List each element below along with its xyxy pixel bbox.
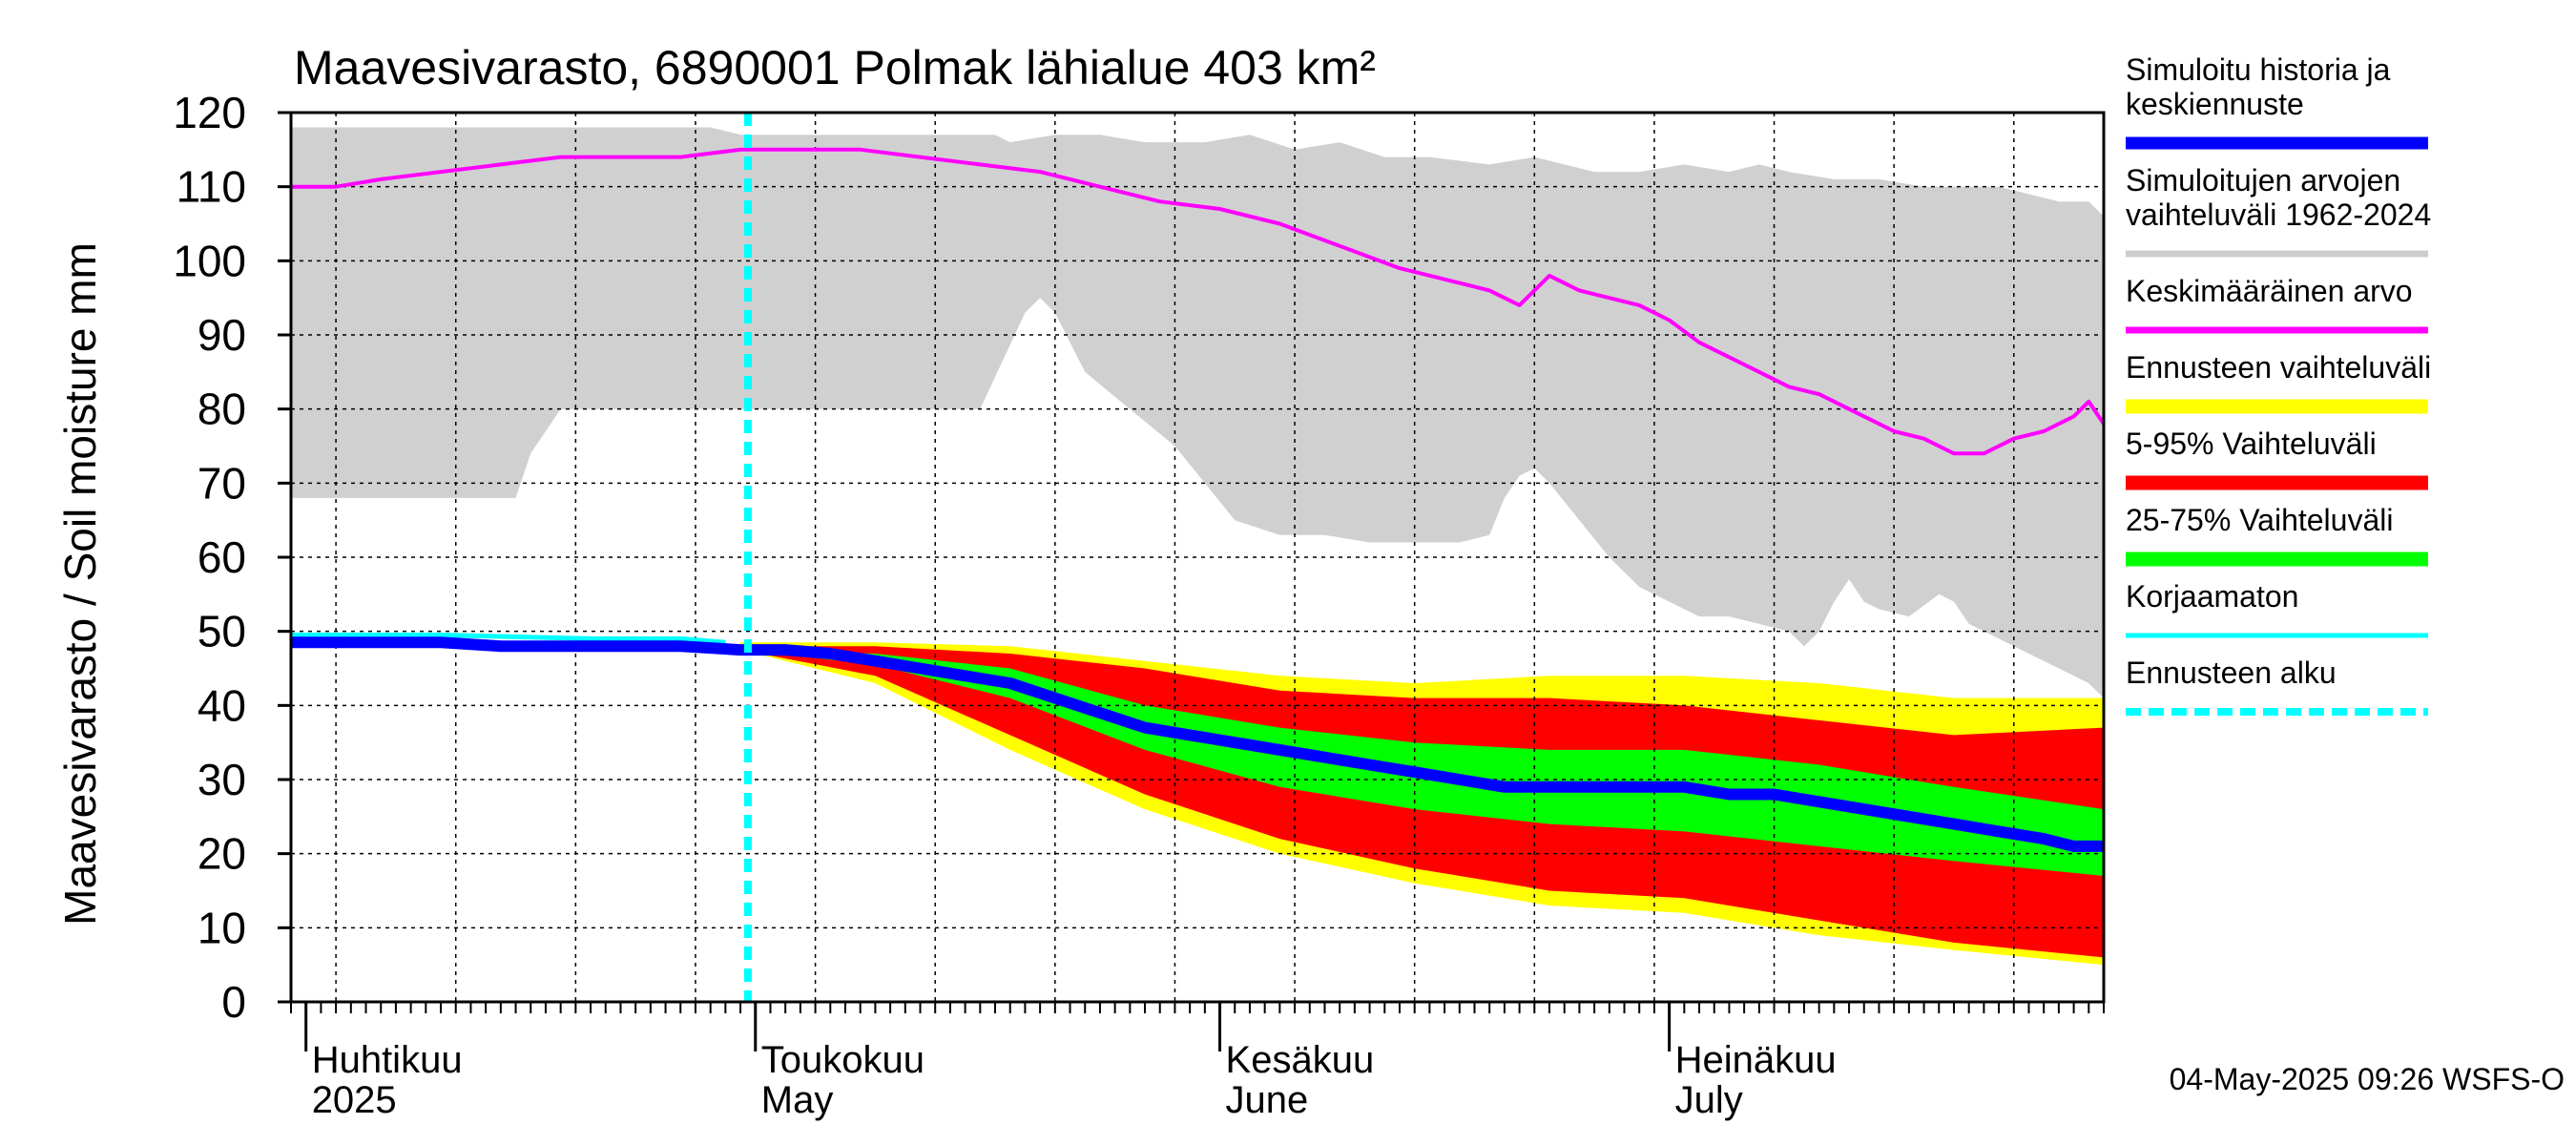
y-tick-label: 20 xyxy=(197,829,246,879)
y-tick-label: 50 xyxy=(197,607,246,656)
y-tick-label: 110 xyxy=(177,162,246,212)
y-tick-label: 70 xyxy=(197,458,246,508)
series-lines xyxy=(291,113,2104,1002)
x-month-sublabel: June xyxy=(1226,1079,1309,1121)
legend-label: 25-75% Vaihteluväli xyxy=(2126,503,2393,537)
y-axis: 0 10 20 30 40 50 60 70 80 90 100 110 120 xyxy=(173,88,291,1027)
legend-label: Keskimääräinen arvo xyxy=(2126,274,2413,308)
legend-label: vaihteluväli 1962-2024 xyxy=(2126,198,2431,232)
main-forecast-line xyxy=(291,636,2104,852)
legend-label: Simuloitujen arvojen xyxy=(2126,163,2400,198)
uncorrected-line xyxy=(291,633,726,645)
x-month-sublabel: 2025 xyxy=(312,1079,397,1121)
x-month-label: Kesäkuu xyxy=(1226,1039,1375,1081)
mean-line xyxy=(291,147,2104,456)
y-tick-label: 10 xyxy=(197,903,246,952)
y-tick-label: 0 xyxy=(221,977,246,1027)
grid xyxy=(291,113,2104,1002)
y-axis-label: Maavesivarasto / Soil moisture mm xyxy=(55,242,105,926)
x-month-label: Heinäkuu xyxy=(1675,1039,1837,1081)
y-tick-label: 60 xyxy=(197,532,246,582)
legend-label: keskiennuste xyxy=(2126,87,2304,121)
x-month-sublabel: May xyxy=(761,1079,834,1121)
y-tick-label: 30 xyxy=(197,755,246,804)
legend-label: Ennusteen alku xyxy=(2126,656,2337,690)
chart-title: Maavesivarasto, 6890001 Polmak lähialue … xyxy=(294,41,1376,94)
y-tick-label: 90 xyxy=(197,310,246,360)
x-month-label: Toukokuu xyxy=(761,1039,924,1081)
legend-label: Korjaamaton xyxy=(2126,579,2298,614)
legend-label: Simuloitu historia ja xyxy=(2126,52,2391,87)
y-tick-label: 40 xyxy=(197,680,246,730)
y-tick-label: 120 xyxy=(173,88,246,137)
y-tick-label: 100 xyxy=(173,236,246,285)
y-tick-label: 80 xyxy=(197,385,246,434)
legend-label: 5-95% Vaihteluväli xyxy=(2126,427,2377,461)
x-month-label: Huhtikuu xyxy=(312,1039,463,1081)
footer-timestamp: 04-May-2025 09:26 WSFS-O xyxy=(2170,1062,2565,1096)
legend-label: Ennusteen vaihteluväli xyxy=(2126,350,2431,385)
x-month-sublabel: July xyxy=(1675,1079,1743,1121)
